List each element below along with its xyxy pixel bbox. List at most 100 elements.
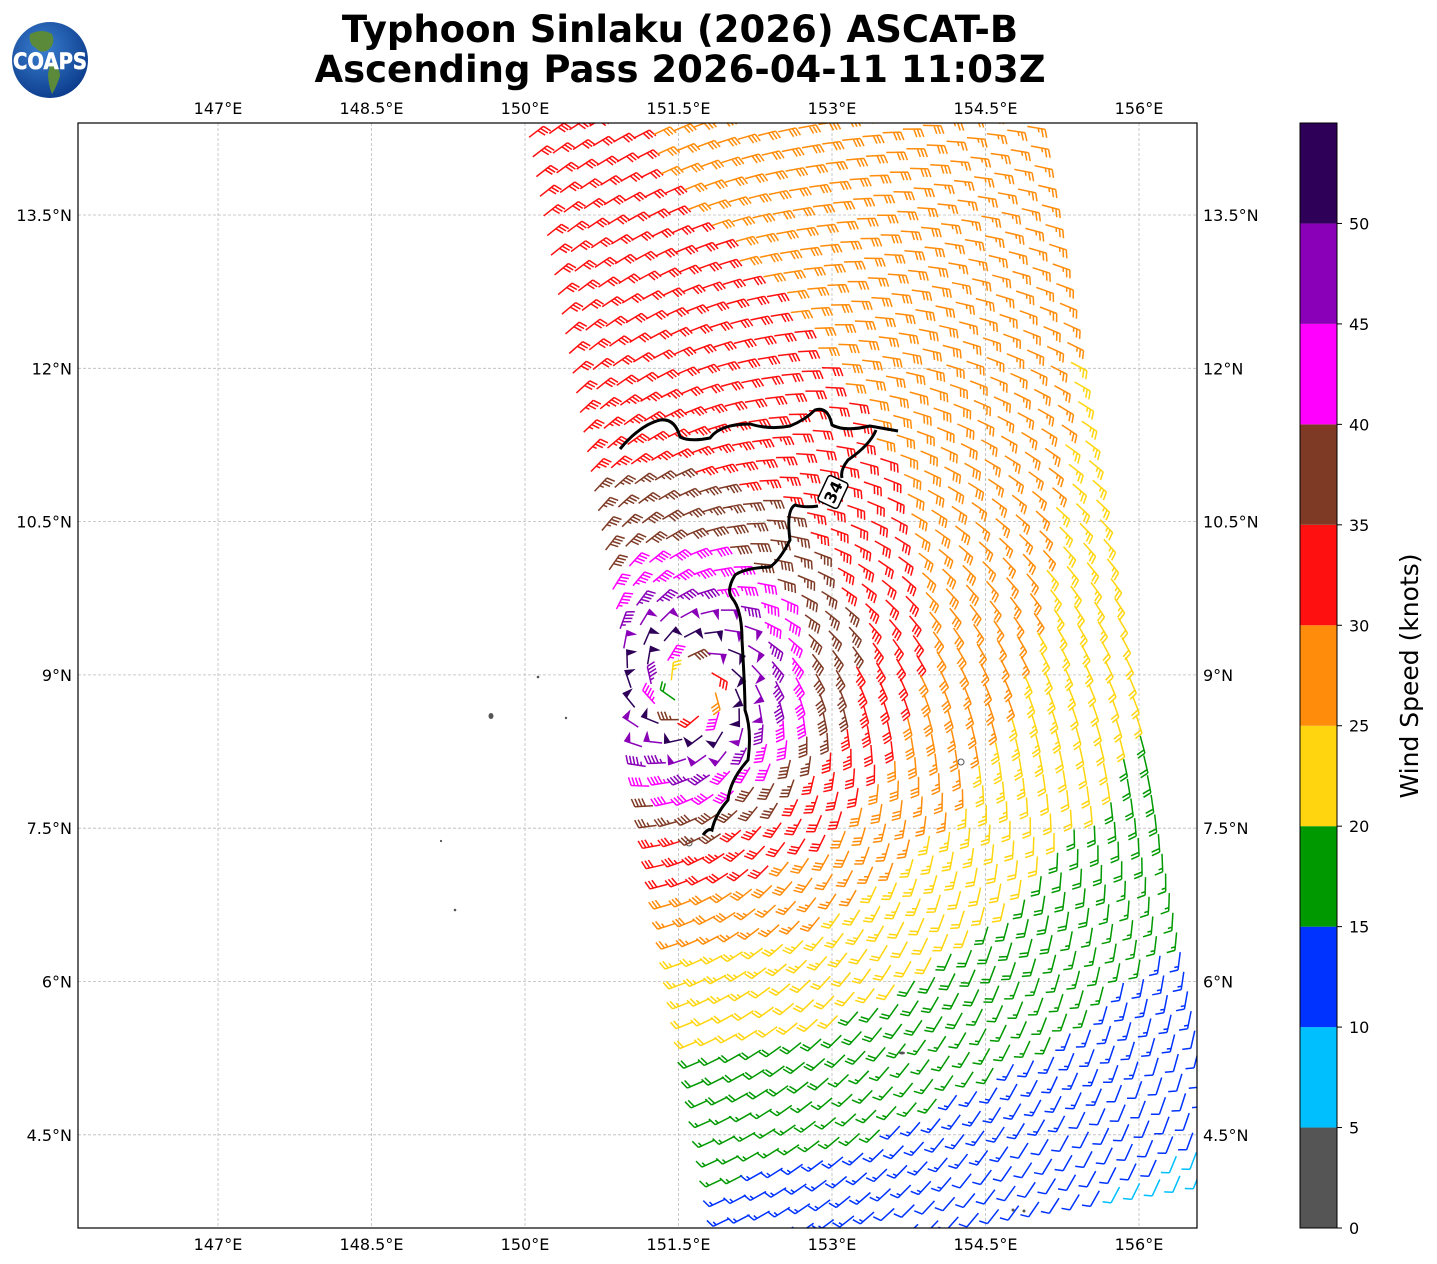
wind-barb bbox=[771, 881, 793, 897]
wind-barb bbox=[716, 931, 740, 943]
wind-barb bbox=[671, 225, 695, 236]
wind-barb bbox=[964, 238, 985, 252]
wind-barb bbox=[944, 466, 962, 484]
wind-barb bbox=[1079, 1049, 1095, 1068]
wind-barb bbox=[636, 149, 661, 160]
wind-barb bbox=[643, 627, 660, 645]
wind-barb bbox=[848, 626, 862, 649]
wind-barb bbox=[751, 1231, 773, 1240]
wind-barb bbox=[996, 1185, 1016, 1202]
wind-barb bbox=[588, 338, 612, 351]
wind-barb bbox=[812, 429, 834, 441]
wind-barb bbox=[998, 801, 1008, 824]
wind-barb bbox=[900, 230, 923, 241]
wind-barb bbox=[910, 1180, 932, 1196]
wind-barb bbox=[860, 461, 880, 476]
wind-barb bbox=[799, 916, 820, 932]
wind-barb bbox=[759, 252, 783, 263]
wind-barb bbox=[1116, 880, 1127, 903]
wind-barb bbox=[1122, 920, 1134, 941]
wind-barb bbox=[1013, 758, 1023, 781]
wind-barb bbox=[815, 693, 827, 717]
colorbar-tick-label: 5 bbox=[1349, 1119, 1359, 1138]
wind-barb bbox=[955, 1193, 976, 1209]
wind-barb bbox=[822, 140, 845, 151]
wind-barb bbox=[947, 890, 962, 910]
wind-barb bbox=[811, 653, 825, 677]
wind-barb bbox=[690, 793, 714, 806]
wind-barb bbox=[908, 615, 922, 638]
wind-barb bbox=[675, 938, 699, 948]
wind-barb bbox=[854, 544, 872, 562]
wind-barb bbox=[1052, 487, 1068, 508]
wind-barbs bbox=[528, 123, 1197, 1240]
wind-barb bbox=[912, 796, 923, 818]
lat-label-left: 6°N bbox=[42, 973, 72, 992]
wind-barb bbox=[1015, 290, 1035, 306]
wind-barb bbox=[1026, 573, 1040, 596]
wind-barb bbox=[1140, 1159, 1157, 1178]
wind-barb bbox=[1027, 125, 1048, 138]
wind-barb bbox=[641, 511, 665, 524]
wind-barb bbox=[763, 499, 785, 509]
wind-barb bbox=[872, 1086, 894, 1101]
colorbar-segment bbox=[1300, 826, 1337, 927]
wind-barb bbox=[980, 663, 990, 687]
wind-barb bbox=[586, 438, 609, 453]
wind-barb bbox=[1099, 519, 1114, 541]
lon-label-top: 154.5°E bbox=[954, 99, 1018, 118]
wind-barb bbox=[688, 202, 712, 213]
wind-barb bbox=[1027, 1119, 1046, 1137]
wind-barb bbox=[1048, 852, 1059, 875]
wind-barb bbox=[663, 732, 683, 745]
wind-barb bbox=[920, 694, 932, 718]
wind-barb bbox=[1139, 896, 1150, 919]
wind-barb bbox=[879, 1003, 899, 1020]
wind-barb bbox=[1036, 915, 1050, 936]
wind-barb bbox=[1057, 911, 1070, 932]
wind-barb bbox=[677, 715, 700, 729]
wind-barb bbox=[816, 1014, 839, 1030]
wind-barb bbox=[1020, 1201, 1040, 1218]
wind-barb bbox=[885, 1043, 906, 1059]
wind-barb bbox=[1024, 451, 1041, 471]
wind-barb bbox=[689, 547, 713, 559]
wind-barb bbox=[705, 711, 720, 731]
wind-barb bbox=[985, 702, 995, 726]
wind-barb bbox=[915, 309, 936, 322]
wind-barb bbox=[920, 450, 939, 467]
wind-barb bbox=[653, 349, 677, 360]
wind-barb bbox=[906, 148, 929, 158]
wind-barb bbox=[831, 650, 844, 673]
wind-barb bbox=[884, 253, 906, 264]
wind-barb bbox=[671, 917, 696, 928]
wind-barb bbox=[970, 156, 992, 168]
wind-barb bbox=[808, 633, 823, 656]
wind-barb bbox=[701, 852, 725, 864]
wind-barb bbox=[789, 979, 811, 994]
wind-barb bbox=[640, 391, 664, 402]
wind-barb bbox=[801, 775, 815, 796]
wind-barb bbox=[746, 295, 770, 306]
wind-barb bbox=[967, 887, 982, 907]
wind-barb bbox=[579, 178, 603, 190]
wind-barb bbox=[728, 196, 752, 207]
wind-barb bbox=[633, 129, 657, 140]
wind-barb bbox=[830, 972, 852, 988]
wind-barb bbox=[762, 1065, 785, 1078]
wind-barb bbox=[1054, 750, 1065, 774]
wind-barb bbox=[917, 835, 931, 856]
wind-barb bbox=[1089, 845, 1099, 868]
wind-barb bbox=[959, 667, 970, 691]
wind-barb bbox=[838, 709, 849, 733]
wind-barb bbox=[693, 343, 717, 354]
wind-barb bbox=[556, 161, 579, 174]
wind-barb bbox=[916, 430, 935, 447]
wind-barb bbox=[1182, 1030, 1196, 1051]
wind-barb bbox=[730, 1010, 754, 1022]
wind-barb bbox=[863, 905, 881, 923]
wind-barb bbox=[975, 521, 991, 542]
wind-barb bbox=[989, 600, 1002, 623]
wind-barb bbox=[801, 370, 824, 380]
lon-label-bottom: 150°E bbox=[501, 1235, 550, 1254]
